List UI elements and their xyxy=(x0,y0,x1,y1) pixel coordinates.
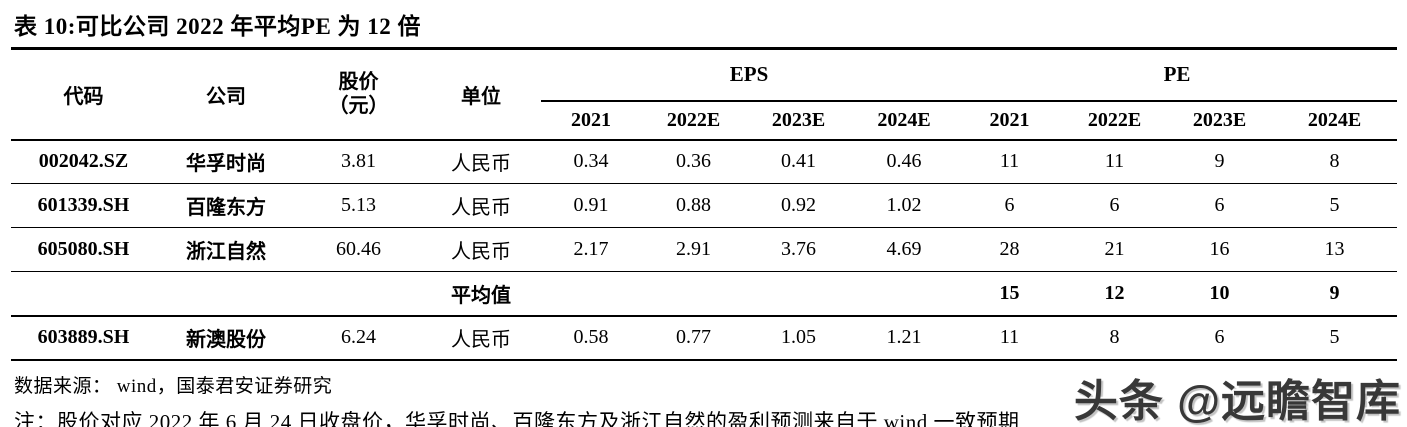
col-header-company: 公司 xyxy=(156,48,296,141)
cell-eps-2024e-empty xyxy=(851,271,958,317)
cell-pe-2024e: 5 xyxy=(1329,326,1340,348)
cell-pe-2022e: 6 xyxy=(1062,183,1168,228)
cell-price: 5.13 xyxy=(296,183,421,228)
watermark-text: 头条 @远瞻智库 xyxy=(1073,377,1401,426)
footnote-text: 注：股价对应 2022 年 6 月 24 日收盘价，华孚时尚、百隆东方及浙江自然… xyxy=(14,409,1020,427)
cell-company: 华孚时尚 xyxy=(156,139,296,184)
cell-price: 60.46 xyxy=(296,227,421,272)
cell-eps-2024e: 0.46 xyxy=(851,139,958,184)
cell-eps-2021: 2.17 xyxy=(541,227,641,272)
cell-pe-avg-2024e: 9 xyxy=(1272,271,1398,317)
cell-unit: 人民币 xyxy=(421,227,541,272)
cell-pe-2022e: 21 xyxy=(1062,227,1168,272)
cell-average-label: 平均值 xyxy=(421,271,541,317)
cell-eps-2023e: 0.92 xyxy=(746,183,851,228)
price-header-line2: （元） xyxy=(328,95,389,118)
cell-pe-2023e: 16 xyxy=(1167,227,1273,272)
cell-price-empty xyxy=(296,271,421,317)
cell-company-empty xyxy=(156,271,296,317)
header-row-years: 2021 2022E 2023E 2024E 2021 2022E 2023E … xyxy=(11,100,1398,141)
col-header-pe-2023e: 2023E xyxy=(1167,100,1273,141)
cell-company: 新澳股份 xyxy=(186,329,266,351)
col-header-price: 股价 （元） xyxy=(296,48,421,141)
table-row-huafu: 002042.SZ 华孚时尚 3.81 人民币 0.34 0.36 0.41 0… xyxy=(11,139,1398,184)
cell-eps-2023e-empty xyxy=(746,271,851,317)
cell-eps-2022e-empty xyxy=(641,271,746,317)
cell-eps-2023e: 1.05 xyxy=(781,326,816,348)
cell-eps-2021: 0.34 xyxy=(541,139,641,184)
cell-pe-2021: 28 xyxy=(957,227,1063,272)
cell-price: 3.81 xyxy=(296,139,421,184)
col-header-eps-2023e: 2023E xyxy=(746,100,851,141)
cell-pe-2023e: 9 xyxy=(1167,139,1273,184)
table-row-xinao: 603889.SH 新澳股份 6.24 人民币 0.58 0.77 1.05 1… xyxy=(11,316,1397,360)
col-header-eps-2021: 2021 xyxy=(541,100,641,141)
cell-eps-2022e: 0.36 xyxy=(641,139,746,184)
col-header-eps-2024e: 2024E xyxy=(851,100,958,141)
cell-pe-2022e: 11 xyxy=(1062,139,1168,184)
data-source-text: 数据来源： wind，国泰君安证券研究 xyxy=(14,375,333,397)
col-header-eps-2022e: 2022E xyxy=(641,100,746,141)
cell-pe-2022e: 8 xyxy=(1109,326,1120,348)
cell-eps-2022e: 0.88 xyxy=(641,183,746,228)
cell-pe-2023e: 6 xyxy=(1167,183,1273,228)
col-group-pe: PE xyxy=(957,48,1398,102)
cell-pe-2021: 6 xyxy=(957,183,1063,228)
table-body: 002042.SZ 华孚时尚 3.81 人民币 0.34 0.36 0.41 0… xyxy=(11,139,1398,360)
cell-pe-2021: 11 xyxy=(957,139,1063,184)
cell-code: 603889.SH xyxy=(37,326,130,348)
col-header-code: 代码 xyxy=(11,48,156,141)
col-header-unit: 单位 xyxy=(421,48,541,141)
cell-price: 6.24 xyxy=(341,326,376,348)
cell-eps-2024e: 4.69 xyxy=(851,227,958,272)
page-title: 表 10:可比公司 2022 年平均PE 为 12 倍 xyxy=(14,14,422,39)
cell-eps-2022e: 0.77 xyxy=(676,326,711,348)
cell-eps-2024e: 1.02 xyxy=(851,183,958,228)
cell-eps-2022e: 2.91 xyxy=(641,227,746,272)
cell-pe-2023e: 6 xyxy=(1214,326,1225,348)
cell-eps-2024e: 1.21 xyxy=(886,326,922,348)
cell-unit: 人民币 xyxy=(451,329,511,351)
col-group-eps: EPS xyxy=(541,48,958,102)
col-header-pe-2024e: 2024E xyxy=(1272,100,1398,141)
table-row-bailong: 601339.SH 百隆东方 5.13 人民币 0.91 0.88 0.92 1… xyxy=(11,183,1398,228)
cell-eps-2021: 0.91 xyxy=(541,183,641,228)
cell-code: 605080.SH xyxy=(11,227,156,272)
cell-pe-avg-2022e: 12 xyxy=(1062,271,1168,317)
col-header-pe-2022e: 2022E xyxy=(1062,100,1168,141)
table-header: 代码 公司 股价 （元） 单位 EPS PE 2021 2022E 2023E … xyxy=(11,48,1398,141)
cell-eps-2021: 0.58 xyxy=(573,326,609,348)
cell-code: 002042.SZ xyxy=(11,139,156,184)
table-row-average: 平均值 15 12 10 9 xyxy=(11,271,1398,317)
cell-pe-avg-2021: 15 xyxy=(957,271,1063,317)
table-row-zhejiang-natural: 605080.SH 浙江自然 60.46 人民币 2.17 2.91 3.76 … xyxy=(11,227,1398,272)
cell-code-empty xyxy=(11,271,156,317)
comparable-companies-table: 代码 公司 股价 （元） 单位 EPS PE 2021 2022E 2023E … xyxy=(11,47,1398,361)
cell-code: 601339.SH xyxy=(11,183,156,228)
header-row-groups: 代码 公司 股价 （元） 单位 EPS PE xyxy=(11,48,1398,141)
cell-pe-2021: 11 xyxy=(999,326,1020,348)
cell-pe-2024e: 13 xyxy=(1272,227,1398,272)
cell-eps-2023e: 3.76 xyxy=(746,227,851,272)
cell-pe-2024e: 5 xyxy=(1272,183,1398,228)
cell-company: 百隆东方 xyxy=(156,183,296,228)
cell-pe-2024e: 8 xyxy=(1272,139,1398,184)
cell-eps-2023e: 0.41 xyxy=(746,139,851,184)
cell-eps-2021-empty xyxy=(541,271,641,317)
col-header-pe-2021: 2021 xyxy=(957,100,1063,141)
cell-pe-avg-2023e: 10 xyxy=(1167,271,1273,317)
cell-company: 浙江自然 xyxy=(156,227,296,272)
price-header-line1: 股价 xyxy=(338,71,379,94)
cell-unit: 人民币 xyxy=(421,139,541,184)
cell-unit: 人民币 xyxy=(421,183,541,228)
